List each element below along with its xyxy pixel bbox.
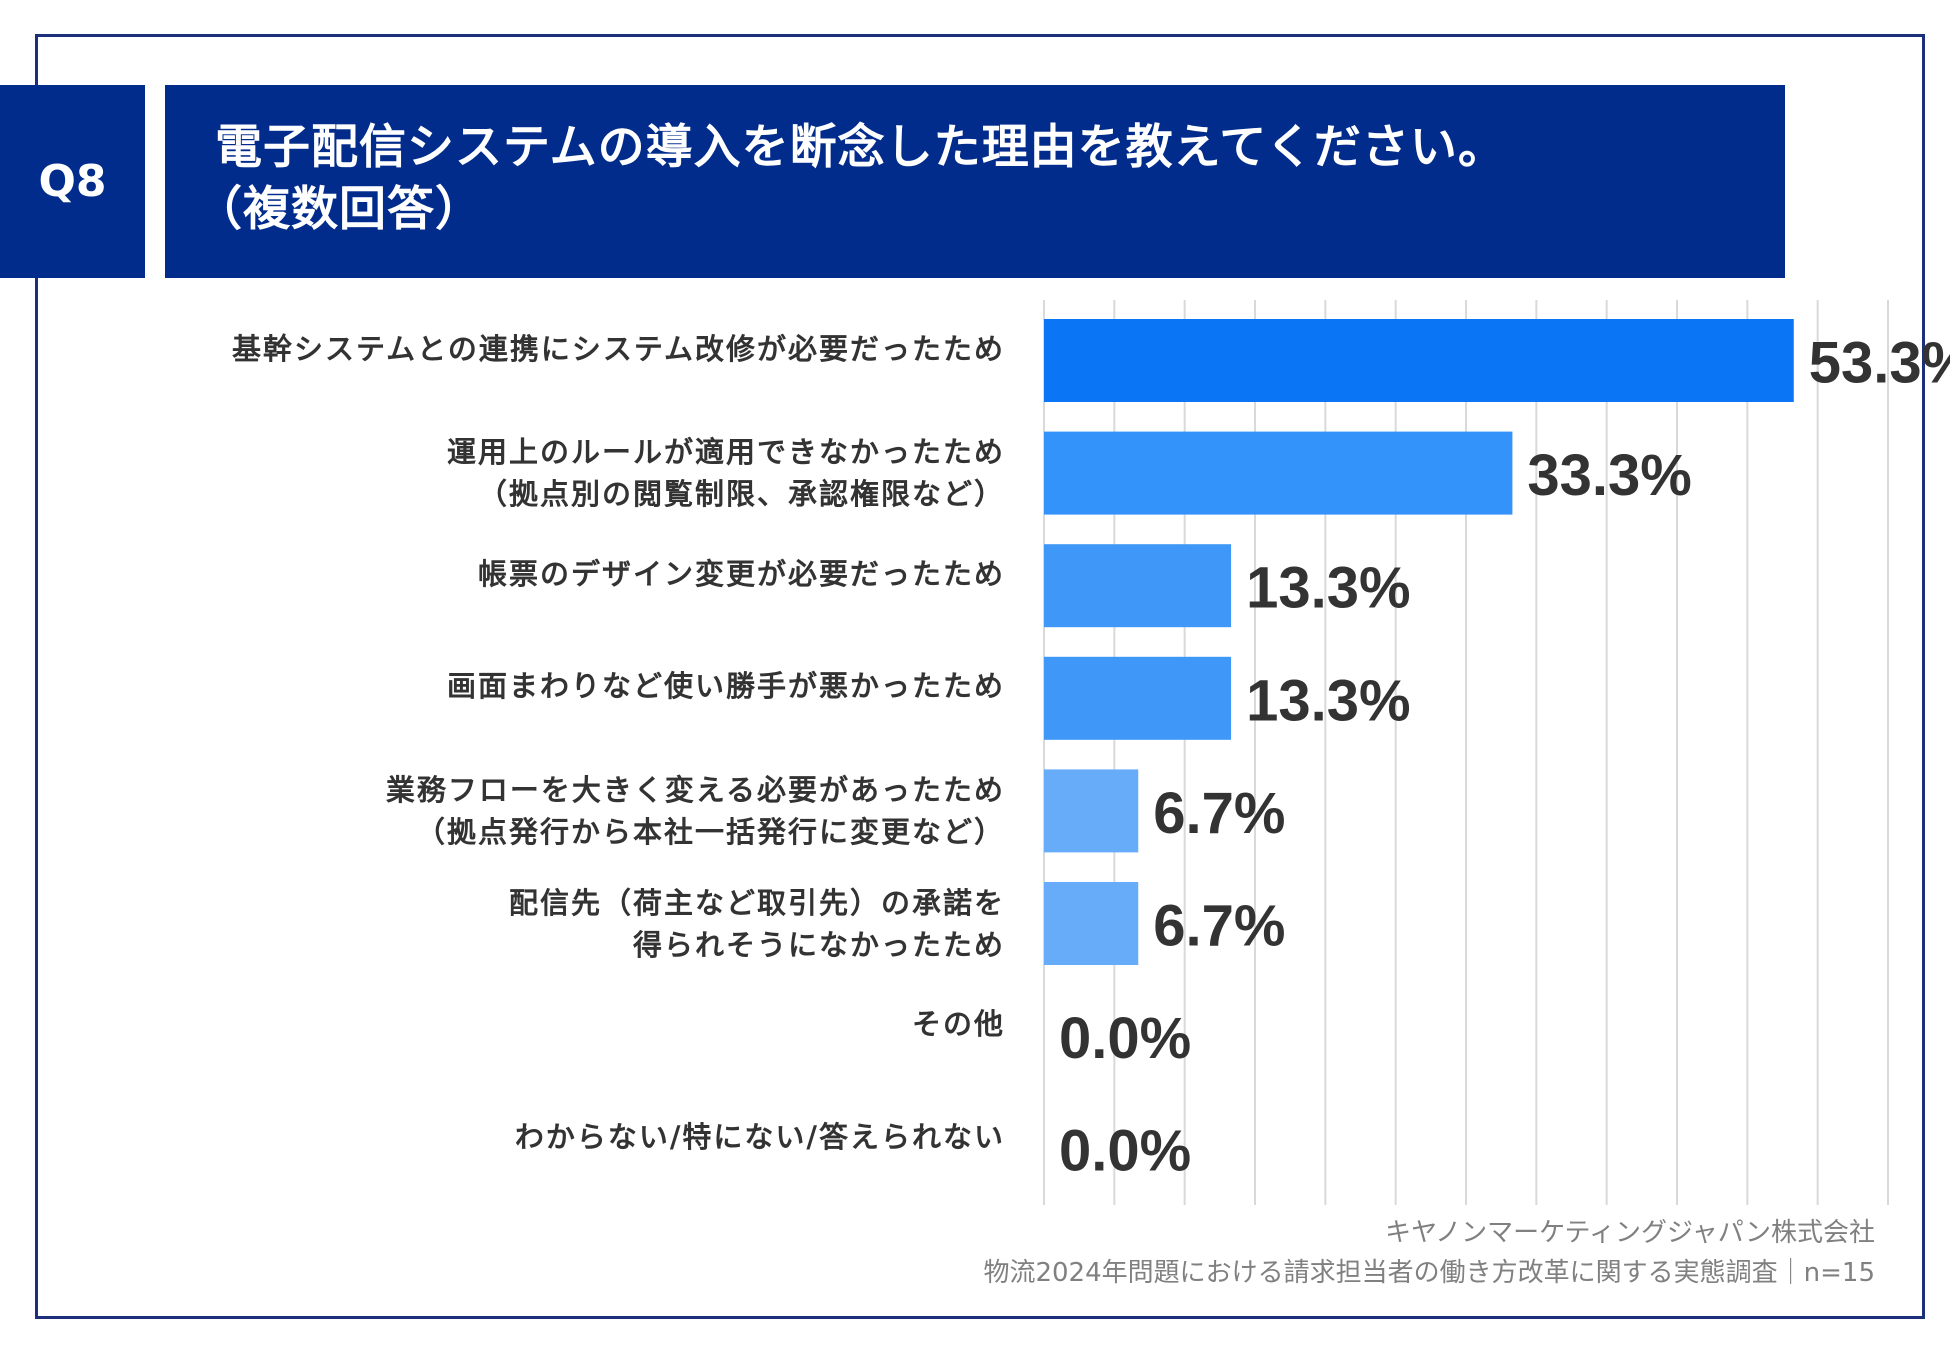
category-label-line: わからない/特にない/答えられない [514,1119,1005,1154]
data-label: 6.7% [1153,894,1285,959]
footer: キヤノンマーケティングジャパン株式会社 物流2024年問題における請求担当者の働… [983,1213,1875,1293]
category-label-line: 業務フローを大きく変える必要があったため [385,772,1005,807]
category-label: その他 [105,1003,1005,1045]
title-bar: 電子配信システムの導入を断念した理由を教えてください。 （複数回答） [165,85,1785,278]
category-label: 配信先（荷主など取引先）の承諾を得られそうになかったため [105,882,1005,966]
data-label: 53.3% [1809,331,1950,396]
bar [1044,544,1232,628]
category-label-line: 得られそうになかったため [632,927,1005,962]
bar [1044,431,1513,515]
category-label-line: 帳票のデザイン変更が必要だったため [477,556,1005,591]
category-label: わからない/特にない/答えられない [105,1116,1005,1158]
data-label: 0.0% [1059,1006,1191,1071]
category-label-line: （拠点別の閲覧制限、承認権限など） [477,477,1005,512]
category-label: 基幹システムとの連携にシステム改修が必要だったため [105,328,1005,370]
bar [1044,319,1794,402]
data-label: 6.7% [1153,781,1285,846]
frame-border [35,34,1925,1319]
category-label-line: その他 [911,1007,1005,1042]
question-number: Q8 [38,156,107,207]
data-label: 13.3% [1246,668,1410,733]
bar [1044,656,1232,740]
category-label-line: 画面まわりなど使い勝手が悪かったため [446,669,1005,704]
category-label: 画面まわりなど使い勝手が悪かったため [105,665,1005,707]
footer-survey: 物流2024年問題における請求担当者の働き方改革に関する実態調査｜n=15 [983,1258,1875,1288]
category-label-line: 基幹システムとの連携にシステム改修が必要だったため [232,331,1005,366]
footer-company: キヤノンマーケティングジャパン株式会社 [1385,1218,1875,1248]
bar [1044,882,1139,965]
data-label: 0.0% [1059,1119,1191,1184]
question-title: 電子配信システムの導入を断念した理由を教えてください。 [215,120,1506,175]
category-label-line: （拠点発行から本社一括発行に変更など） [415,814,1005,849]
question-subtitle: （複数回答） [195,182,483,237]
bar [1044,769,1139,853]
category-label-line: 運用上のルールが適用できなかったため [446,435,1005,470]
category-label-line: 配信先（荷主など取引先）の承諾を [508,885,1005,920]
data-label: 33.3% [1527,443,1691,508]
question-badge: Q8 [0,85,145,278]
category-label: 業務フローを大きく変える必要があったため （拠点発行から本社一括発行に変更など） [105,769,1005,853]
category-label: 帳票のデザイン変更が必要だったため [105,553,1005,595]
category-label: 運用上のルールが適用できなかったため （拠点別の閲覧制限、承認権限など） [105,431,1005,515]
data-label: 13.3% [1246,556,1410,621]
